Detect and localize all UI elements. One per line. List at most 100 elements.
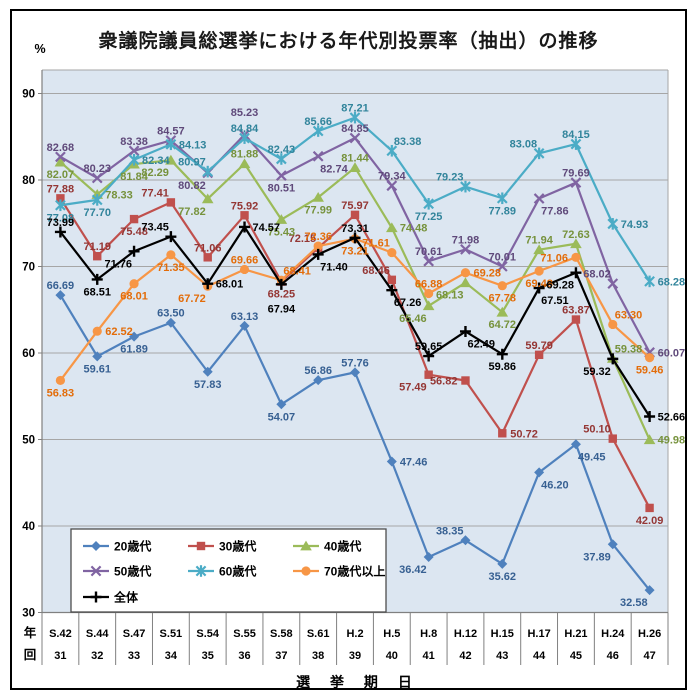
x-number-label: 36 xyxy=(238,650,250,662)
x-number-label: 31 xyxy=(54,650,66,662)
series-overall-marker xyxy=(386,284,398,296)
legend-box xyxy=(70,528,387,613)
series-20s-marker xyxy=(423,551,434,562)
data-label: 56.86 xyxy=(304,365,332,377)
data-label: 63.50 xyxy=(157,308,185,320)
x-number-label: 35 xyxy=(202,650,214,662)
series-30s-marker xyxy=(571,315,581,324)
data-label: 74.57 xyxy=(253,222,281,234)
series-overall-marker xyxy=(607,353,619,365)
legend-marker-circle xyxy=(301,566,311,576)
x-number-label: 40 xyxy=(386,650,398,662)
data-label: 77.08 xyxy=(47,212,75,224)
series-50s-marker xyxy=(91,172,103,184)
data-label: 47.46 xyxy=(400,456,428,468)
x-number-label: 45 xyxy=(570,650,582,662)
series-30s-marker xyxy=(534,350,544,360)
legend-item-70s-plus: 70歳代以上 xyxy=(293,564,385,579)
series-30s-marker xyxy=(461,376,470,385)
legend-label: 60歳代 xyxy=(219,564,256,579)
data-label: 46.20 xyxy=(541,479,569,491)
x-number-label: 47 xyxy=(643,650,655,662)
series-30s-marker xyxy=(56,194,65,203)
legend-marker-triangle xyxy=(300,540,312,551)
data-label: 81.84 xyxy=(120,171,148,183)
data-label: 70.61 xyxy=(415,246,443,258)
data-label: 59.65 xyxy=(415,341,443,353)
legend-label: 全体 xyxy=(113,590,139,605)
data-label: 69.48 xyxy=(525,278,553,290)
data-label: 71.19 xyxy=(83,241,111,253)
data-label: 61.89 xyxy=(120,344,148,356)
data-label: 80.51 xyxy=(268,183,296,195)
series-40s-marker xyxy=(570,238,582,249)
data-label: 38.35 xyxy=(436,525,464,537)
data-label: 59.38 xyxy=(615,343,643,355)
x-axis-title: 選 挙 期 日 xyxy=(296,674,420,690)
data-label: 74.48 xyxy=(400,223,428,235)
data-label: 63.13 xyxy=(231,311,259,323)
data-label: 77.88 xyxy=(47,183,75,195)
series-overall-marker xyxy=(91,273,103,285)
series-40s-marker xyxy=(165,154,177,165)
data-label: 73.31 xyxy=(341,223,369,235)
x-year-label: H.12 xyxy=(454,628,477,640)
data-label: 68.13 xyxy=(436,290,464,302)
series-50s xyxy=(55,129,655,358)
series-20s-marker xyxy=(276,399,287,410)
data-label: 62.49 xyxy=(467,338,495,350)
data-label: 49.98 xyxy=(658,435,686,447)
y-tick-label: 90 xyxy=(22,89,35,101)
data-label: 71.06 xyxy=(540,252,568,264)
data-label: 37.89 xyxy=(583,551,611,563)
data-label: 68.41 xyxy=(283,265,311,277)
x-row-header-year: 年 xyxy=(24,625,37,640)
data-label: 82.34 xyxy=(142,155,170,167)
data-label: 79.23 xyxy=(436,172,464,184)
data-label: 71.94 xyxy=(525,235,553,247)
data-label: 77.89 xyxy=(489,205,517,217)
data-label: 77.41 xyxy=(141,187,169,199)
data-label: 71.76 xyxy=(105,258,133,270)
series-50s-marker xyxy=(423,255,435,267)
series-50s-labels: 82.68 80.23 83.38 84.57 80.82 85.23 80.51 82.74… xyxy=(47,107,685,360)
series-20s-marker xyxy=(644,585,655,596)
series-20s-labels: 66.69 59.61 61.89 63.50 57.83 63.13 54.07 56.86… xyxy=(47,280,648,609)
data-label: 67.78 xyxy=(489,293,517,305)
series-20s xyxy=(55,290,655,596)
series-40s-marker xyxy=(349,162,361,172)
series-70s-plus-marker xyxy=(55,375,66,386)
data-label: 68.01 xyxy=(120,291,148,303)
data-label: 50.72 xyxy=(510,428,538,440)
data-label: 63.87 xyxy=(562,305,590,317)
x-year-label: H.2 xyxy=(346,628,363,640)
data-label: 79.69 xyxy=(562,168,590,180)
series-overall xyxy=(54,221,656,422)
y-tick-label: 50 xyxy=(22,435,35,447)
series-overall-marker xyxy=(312,248,324,260)
y-axis: 90 80 70 60 50 40 30% xyxy=(22,42,45,620)
series-50s-marker xyxy=(607,278,619,290)
series-30s-marker xyxy=(203,253,212,262)
series-60s-labels: 77.08 77.70 82.34 84.13 80.97 84.84 82.43 85.66… xyxy=(47,103,685,289)
y-tick-label: 40 xyxy=(22,521,35,533)
series-70s-plus-marker xyxy=(424,288,434,299)
x-year-label: S.51 xyxy=(160,628,183,640)
x-number-label: 46 xyxy=(607,650,619,662)
data-label: 49.45 xyxy=(578,451,606,463)
legend-label: 30歳代 xyxy=(219,539,256,554)
data-label: 67.72 xyxy=(178,293,206,305)
legend-item-20s: 20歳代 xyxy=(83,539,151,554)
x-year-label: H.24 xyxy=(601,628,625,640)
legend-label: 70歳代以上 xyxy=(324,564,385,579)
data-label: 56.82 xyxy=(430,376,458,388)
series-20s-marker xyxy=(386,456,397,467)
series-50s-marker xyxy=(570,177,582,189)
series-30s-marker xyxy=(240,211,249,220)
x-axis: S.42 31 S.44 32 S.47 33 S.51 34 S.54 35 S.55 36 S.58… xyxy=(24,612,669,690)
series-50s-marker xyxy=(275,170,287,181)
data-label: 87.21 xyxy=(341,103,369,115)
series-overall-labels: 73.99 68.51 71.76 73.45 68.01 74.57 67.94 71.40… xyxy=(47,217,685,424)
series-50s-marker xyxy=(386,180,398,192)
